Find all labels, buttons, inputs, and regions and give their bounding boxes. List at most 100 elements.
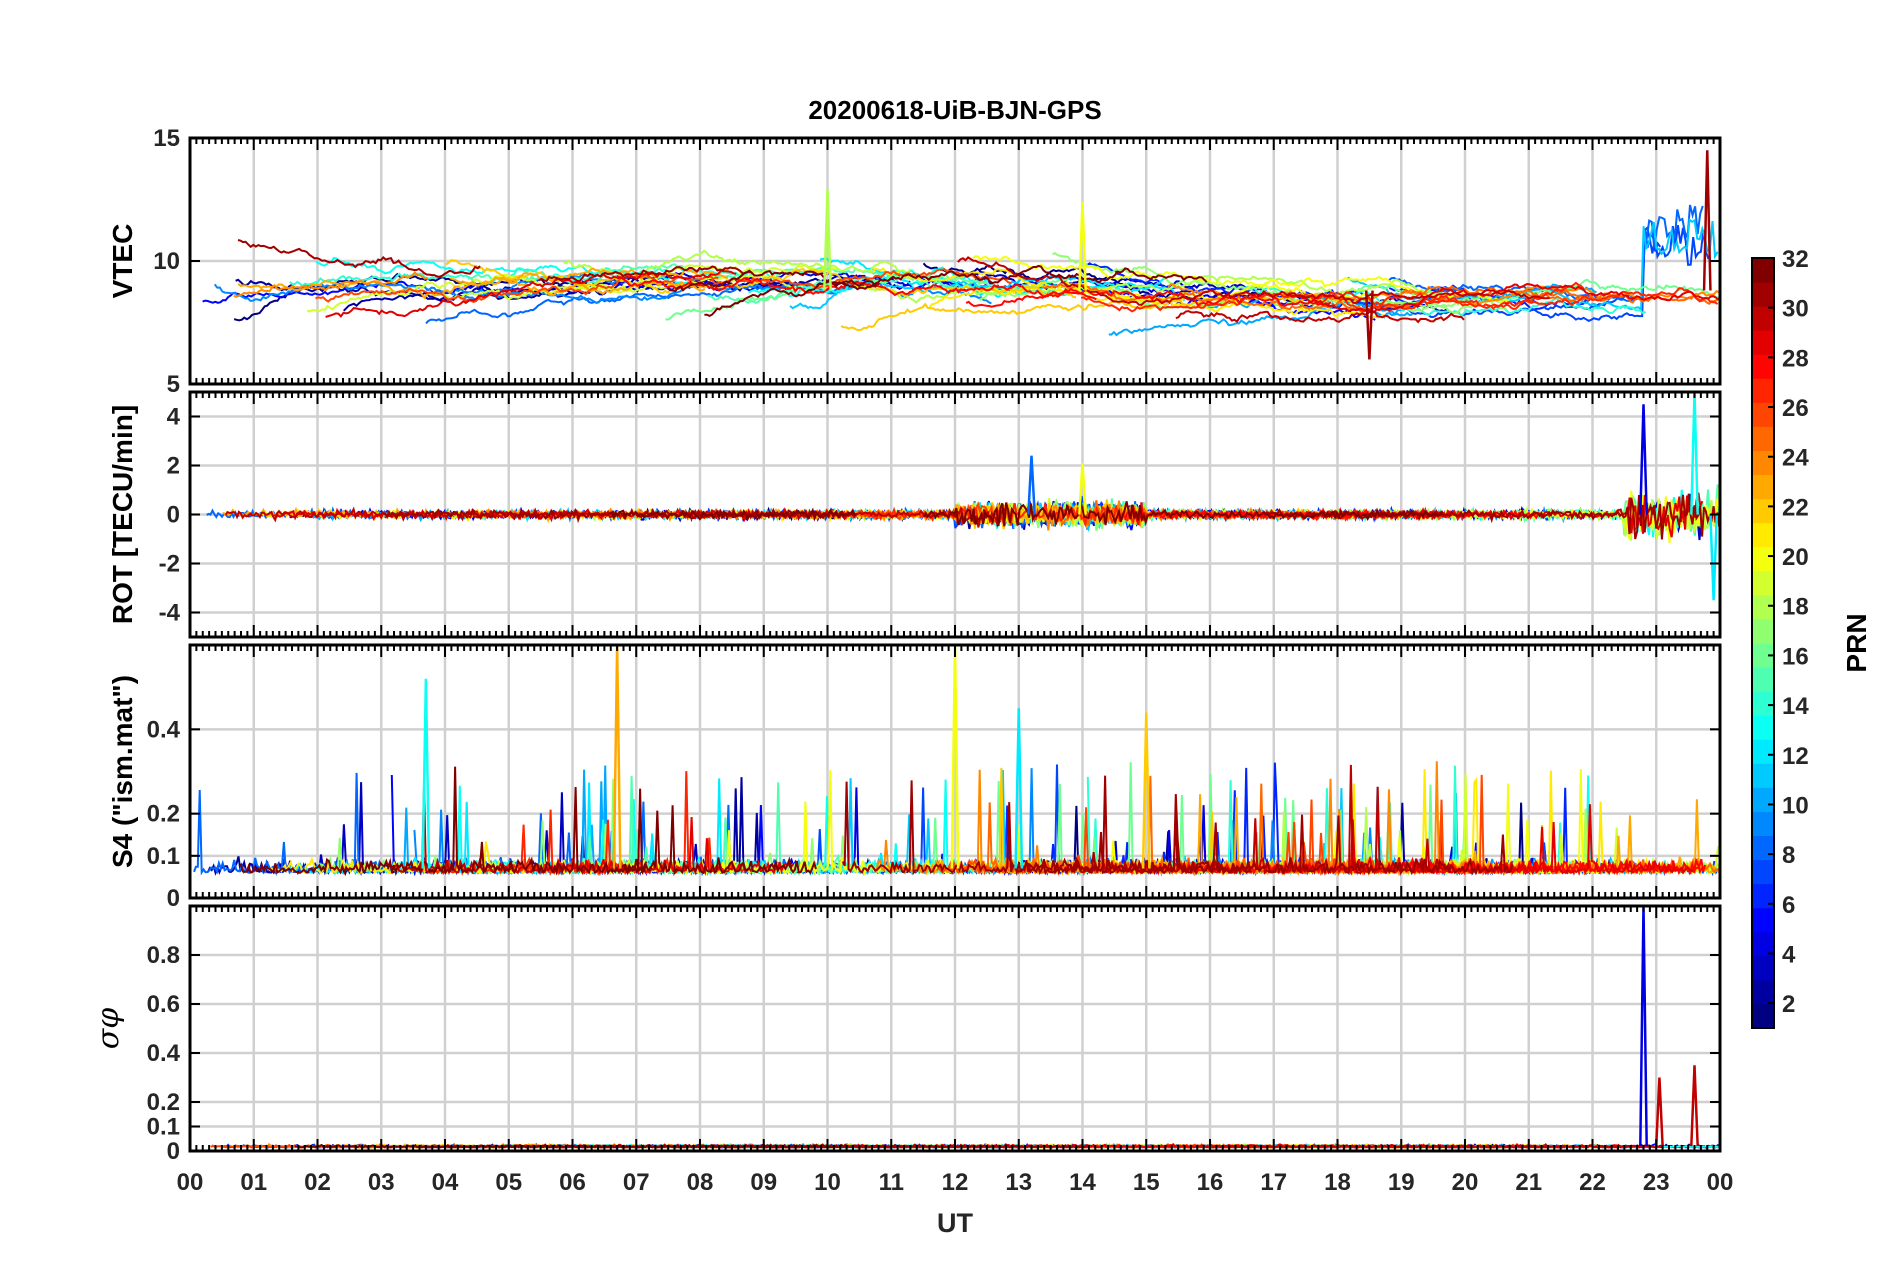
- colorbar-tick-label: 28: [1782, 345, 1809, 372]
- x-tick-label: 07: [623, 1169, 650, 1196]
- y-tick-label: 0: [167, 885, 180, 912]
- x-tick-label: 17: [1260, 1169, 1287, 1196]
- x-axis-label: UT: [937, 1208, 973, 1238]
- x-tick-label: 08: [687, 1169, 714, 1196]
- colorbar-tick-label: 16: [1782, 643, 1809, 670]
- series-prn-32: [667, 269, 880, 293]
- x-tick-label: 13: [1005, 1169, 1032, 1196]
- x-tick-label: 06: [559, 1169, 586, 1196]
- series-prn-2: [206, 777, 802, 877]
- colorbar-tick-label: 2: [1782, 991, 1795, 1018]
- series-prn-31: [1263, 493, 1720, 540]
- series-prn-29: [1336, 804, 1694, 876]
- x-tick-label: 12: [942, 1169, 969, 1196]
- panel-vtec: 5 10 15 VTEC: [107, 125, 1722, 398]
- series-prn-27: [1080, 281, 1585, 313]
- x-tick-label: 03: [368, 1169, 395, 1196]
- series-prn-32: [923, 501, 1443, 527]
- colorbar-swatch: [1752, 522, 1774, 548]
- spike-prn-8: [1027, 455, 1036, 515]
- spike-prn-4: [1639, 404, 1648, 515]
- colorbar-swatch: [1752, 859, 1774, 885]
- x-tick-label: 19: [1388, 1169, 1415, 1196]
- y-tick-label: 0.2: [147, 801, 180, 828]
- spike-prn-30: [1690, 1065, 1699, 1147]
- series-prn-23: [237, 276, 706, 300]
- colorbar-tick-label: 26: [1782, 395, 1809, 422]
- y-tick-label: -4: [159, 600, 181, 627]
- colorbar-swatch: [1752, 258, 1774, 283]
- panel-sigma_phi: 00.10.2 0.4 0.6 0.8 σφ: [91, 904, 1722, 1165]
- series-prn-32: [239, 766, 648, 877]
- colorbar-swatch: [1752, 474, 1774, 500]
- spike-prn-12: [1014, 708, 1024, 869]
- y-tick-label: 5: [167, 371, 180, 398]
- colorbar-swatch: [1752, 354, 1774, 379]
- x-tick-label: 23: [1643, 1169, 1670, 1196]
- series-prn-32: [704, 264, 1208, 318]
- series-prn-15: [616, 782, 812, 877]
- series-group: [193, 645, 1720, 877]
- colorbar-tick-label: 4: [1782, 941, 1796, 968]
- spike-prn-20: [1078, 462, 1087, 515]
- colorbar-swatch: [1752, 378, 1774, 403]
- colorbar-swatch: [1752, 811, 1774, 836]
- colorbar-swatch: [1752, 691, 1774, 716]
- series-group: [202, 150, 1720, 360]
- y-tick-label: 0.8: [147, 942, 180, 969]
- colorbar-tick-label: 14: [1782, 693, 1809, 720]
- colorbar-tick-label: 22: [1782, 494, 1809, 521]
- spike-prn-12: [1709, 514, 1719, 601]
- y-tick-label: 0.1: [147, 1114, 180, 1141]
- colorbar-tick-label: 8: [1782, 842, 1795, 869]
- colorbar-tick-label: 10: [1782, 792, 1809, 819]
- series-group: [206, 392, 1720, 601]
- y-tick-label: 10: [153, 248, 180, 275]
- series-prn-31: [841, 780, 1253, 877]
- y-axis-label-s4: S4 ("ism.mat"): [107, 675, 138, 868]
- series-prn-29: [325, 269, 737, 318]
- spike-prn-30: [1655, 1077, 1664, 1147]
- x-tick-label: 00: [1707, 1169, 1734, 1196]
- series-prn-18: [854, 274, 1465, 304]
- colorbar-swatch: [1752, 306, 1774, 331]
- x-tick-label: 00: [177, 1169, 204, 1196]
- y-axis-label-sigma_phi: σφ: [91, 1008, 126, 1049]
- colorbar-box: [1751, 257, 1775, 1029]
- colorbar-swatch: [1752, 667, 1774, 692]
- series-prn-29: [1289, 282, 1720, 314]
- spike-prn-13: [421, 678, 431, 869]
- series-prn-30: [1061, 764, 1452, 876]
- y-tick-label: 4: [167, 404, 181, 431]
- series-prn-23: [449, 267, 729, 287]
- x-tick-label: 09: [750, 1169, 777, 1196]
- colorbar-swatch: [1752, 330, 1774, 355]
- colorbar-swatch: [1752, 498, 1774, 524]
- series-group: [210, 906, 1720, 1149]
- series-prn-28: [965, 288, 1332, 308]
- spike-prn-20: [950, 645, 960, 869]
- series-prn-28: [616, 275, 1097, 301]
- colorbar-tick-label: 12: [1782, 743, 1809, 770]
- x-tick-label: 10: [814, 1169, 841, 1196]
- colorbar-swatch: [1752, 618, 1774, 644]
- y-axis-label-rot: ROT [TECU/min]: [107, 405, 138, 624]
- y-tick-label: 0.2: [147, 1089, 180, 1116]
- series-prn-32: [609, 507, 857, 522]
- y-axis-label-vtec: VTEC: [107, 224, 138, 299]
- colorbar-swatch: [1752, 907, 1774, 933]
- x-tick-label: 02: [304, 1169, 331, 1196]
- series-prn-30: [1175, 310, 1465, 324]
- x-tick-label: 01: [240, 1169, 267, 1196]
- x-tick-label: 22: [1579, 1169, 1606, 1196]
- spike-prn-31: [1702, 150, 1712, 291]
- series-prn-20: [972, 255, 1509, 304]
- colorbar-swatch: [1752, 546, 1774, 572]
- colorbar-swatch: [1752, 931, 1774, 957]
- colorbar-swatch: [1752, 883, 1774, 909]
- series-prn-27: [1311, 287, 1719, 313]
- colorbar-swatch: [1752, 979, 1774, 1005]
- colorbar-tick-label: 24: [1782, 445, 1809, 472]
